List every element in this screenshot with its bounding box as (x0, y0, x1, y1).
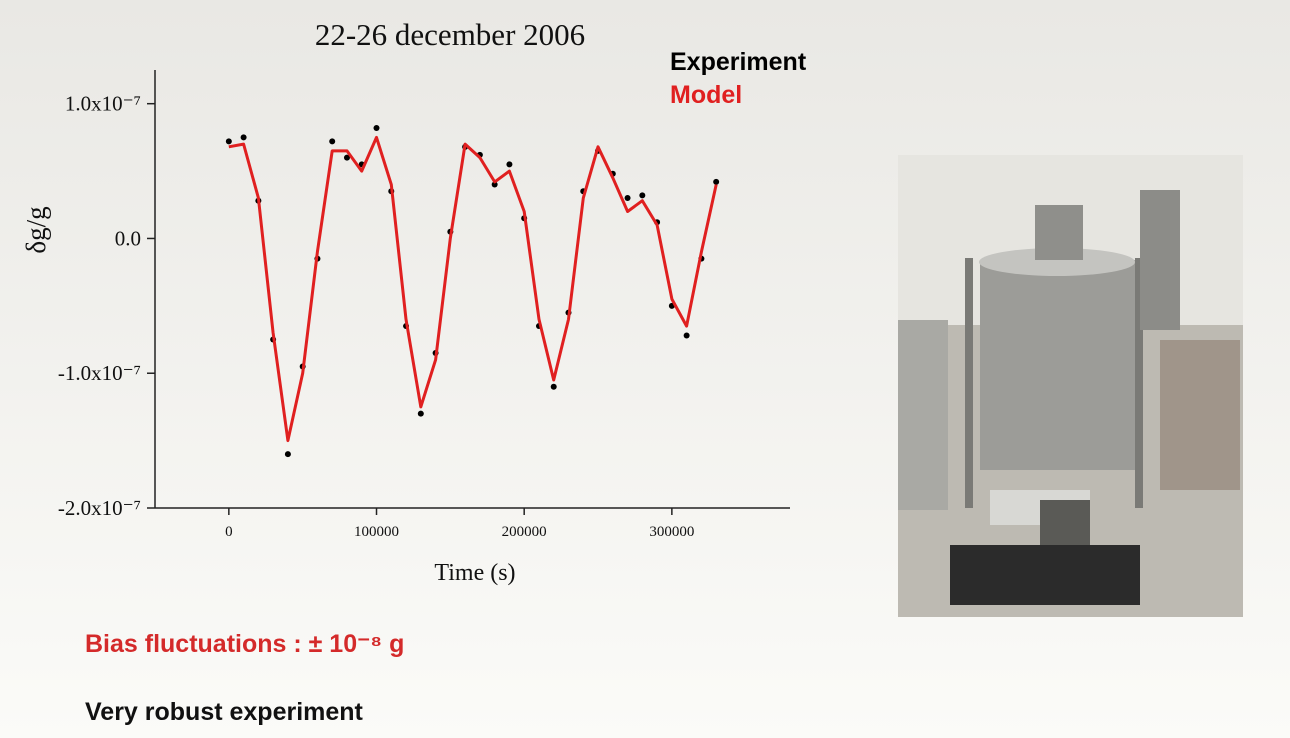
data-point (639, 192, 646, 199)
data-point (329, 138, 336, 145)
data-point (373, 124, 380, 131)
data-point (343, 154, 350, 161)
x-tick-label: 200000 (502, 524, 547, 540)
x-tick-label: 0 (225, 524, 233, 540)
x-axis-label: Time (s) (434, 560, 515, 586)
y-axis-label: δg/g (21, 206, 51, 253)
legend-entry: Model (670, 81, 742, 109)
y-tick-label: -2.0x10⁻⁷ (58, 496, 141, 520)
y-tick-label: -1.0x10⁻⁷ (58, 361, 141, 385)
data-point (284, 451, 291, 458)
y-tick-label: 1.0x10⁻⁷ (65, 92, 141, 116)
legend-entry: Experiment (670, 48, 807, 76)
data-point (624, 195, 631, 202)
y-tick-label: 0.0 (115, 226, 141, 250)
data-point (240, 134, 247, 141)
data-point (417, 410, 424, 417)
data-point (491, 181, 498, 188)
annotation: Bias fluctuations : ± 10⁻⁸ g (85, 630, 404, 658)
photo (898, 155, 1243, 617)
annotation: Very robust experiment (85, 698, 364, 726)
data-point (713, 178, 720, 185)
data-point (225, 138, 232, 145)
data-point (550, 383, 557, 390)
data-point (683, 332, 690, 339)
data-point (506, 161, 513, 168)
model-line (228, 135, 718, 443)
plot: 1.0x10⁻⁷ 0.0 -1.0x10⁻⁷ -2.0x10⁻⁷ 0 100000 2000… (58, 48, 807, 540)
x-tick-label: 100000 (354, 524, 399, 540)
chart-title: 22-26 december 2006 (315, 17, 585, 52)
x-tick-label: 300000 (649, 524, 694, 540)
